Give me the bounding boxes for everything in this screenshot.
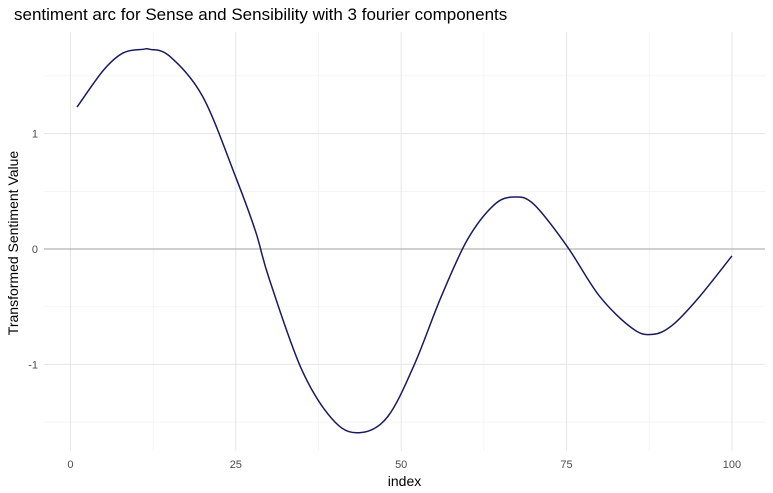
chart-title: sentiment arc for Sense and Sensibility … — [14, 5, 507, 24]
x-tick-label: 50 — [395, 459, 407, 471]
y-tick-label: -1 — [28, 359, 38, 371]
y-axis-title: Transformed Sentiment Value — [5, 151, 21, 336]
x-tick-label: 100 — [723, 459, 741, 471]
x-tick-label: 0 — [67, 459, 73, 471]
grid-lines — [44, 32, 765, 451]
x-tick-label: 75 — [560, 459, 572, 471]
x-tick-label: 25 — [230, 459, 242, 471]
y-axis-ticks: -1 0 1 — [28, 129, 38, 372]
y-tick-label: 1 — [32, 129, 38, 141]
y-tick-label: 0 — [32, 244, 38, 256]
sentiment-arc-line — [76, 47, 733, 434]
x-axis-title: index — [388, 473, 421, 489]
x-axis-ticks: 0 25 50 75 100 — [67, 459, 741, 471]
series-lines — [76, 47, 733, 434]
